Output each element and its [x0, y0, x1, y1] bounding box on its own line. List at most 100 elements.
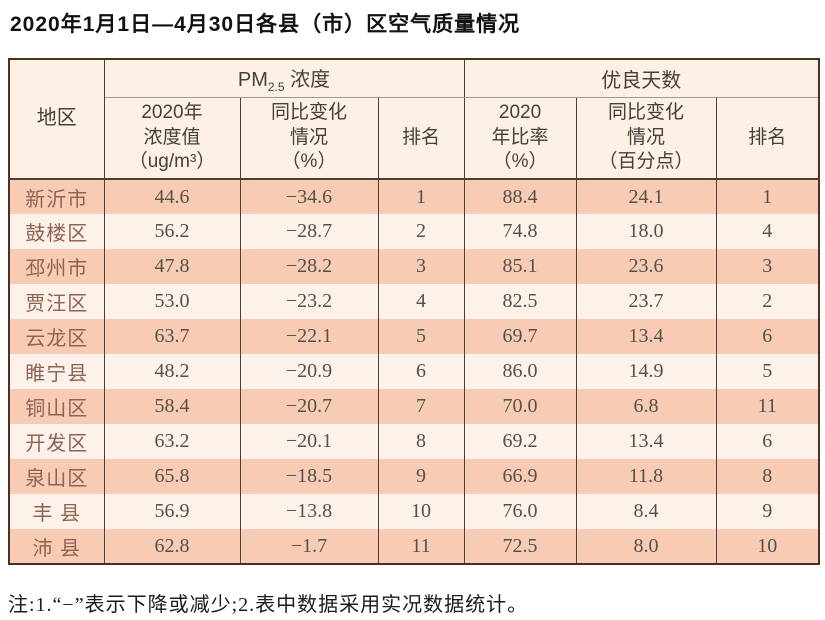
pm-change-cell: −1.7 [239, 529, 379, 564]
table-row: 丰 县 56.9 −13.8 10 76.0 8.4 9 [8, 494, 820, 529]
good-rank-cell: 4 [715, 214, 820, 249]
good-change-cell: 11.8 [575, 459, 717, 494]
region-cell: 云龙区 [8, 319, 105, 354]
header-pm-rank: 排名 [377, 97, 465, 180]
pm-value-cell: 63.7 [103, 319, 241, 354]
page-title: 2020年1月1日—4月30日各县（市）区空气质量情况 [10, 13, 521, 36]
region-cell: 泉山区 [8, 459, 105, 494]
pm-label-subscript: 2.5 [267, 79, 285, 94]
good-rate-cell: 70.0 [463, 389, 577, 424]
table-row: 开发区 63.2 −20.1 8 69.2 13.4 6 [8, 424, 820, 459]
table-row: 贾汪区 53.0 −23.2 4 82.5 23.7 2 [8, 284, 820, 319]
pm-rank-cell: 4 [377, 284, 465, 319]
good-rate-cell: 86.0 [463, 354, 577, 389]
good-change-cell: 8.4 [575, 494, 717, 529]
table-row: 沛 县 62.8 −1.7 11 72.5 8.0 10 [8, 529, 820, 564]
pm-rank-cell: 10 [377, 494, 465, 529]
table-row: 新沂市 44.6 −34.6 1 88.4 24.1 1 [8, 179, 820, 214]
good-change-cell: 23.7 [575, 284, 717, 319]
header-group-row: 地区 PM2.5 浓度 优良天数 [8, 59, 820, 180]
table-row: 铜山区 58.4 −20.7 7 70.0 6.8 11 [8, 389, 820, 424]
good-change-cell: 23.6 [575, 249, 717, 284]
good-rank-cell: 5 [715, 354, 820, 389]
good-rate-cell: 82.5 [463, 284, 577, 319]
header-good-rank: 排名 [715, 97, 820, 180]
header-sub-row: 2020年 浓度值 （ug/m³） 同比变化 情况 （%） 排名 2020 年比… [9, 97, 820, 180]
pm-value-cell: 58.4 [103, 389, 241, 424]
pm-rank-cell: 11 [377, 529, 465, 564]
pm-change-cell: −28.2 [239, 249, 379, 284]
good-change-cell: 13.4 [575, 319, 717, 354]
pm-value-cell: 53.0 [103, 284, 241, 319]
region-cell: 贾汪区 [8, 284, 105, 319]
header-pm-value: 2020年 浓度值 （ug/m³） [103, 97, 241, 180]
footnote: 注:1.“−”表示下降或减少;2.表中数据采用实况数据统计。 [8, 594, 529, 616]
good-rank-cell: 3 [715, 249, 820, 284]
pm-change-cell: −34.6 [239, 179, 379, 214]
table-row: 鼓楼区 56.2 −28.7 2 74.8 18.0 4 [8, 214, 820, 249]
table-row: 邳州市 47.8 −28.2 3 85.1 23.6 3 [8, 249, 820, 284]
good-rank-cell: 10 [715, 529, 820, 564]
pm-rank-cell: 9 [377, 459, 465, 494]
good-rate-cell: 66.9 [463, 459, 577, 494]
pm-value-cell: 63.2 [103, 424, 241, 459]
pm-value-cell: 44.6 [103, 179, 241, 214]
table-body: 新沂市 44.6 −34.6 1 88.4 24.1 1 鼓楼区 56.2 −2… [8, 179, 820, 564]
good-rate-cell: 69.7 [463, 319, 577, 354]
region-cell: 沛 县 [8, 529, 105, 564]
good-rate-cell: 69.2 [463, 424, 577, 459]
region-cell: 铜山区 [8, 389, 105, 424]
pm-change-cell: −18.5 [239, 459, 379, 494]
table-row: 云龙区 63.7 −22.1 5 69.7 13.4 6 [8, 319, 820, 354]
pm-rank-cell: 3 [377, 249, 465, 284]
pm-value-cell: 62.8 [103, 529, 241, 564]
pm-label-suffix: 浓度 [284, 68, 331, 91]
pm-rank-cell: 8 [377, 424, 465, 459]
header-pm-change: 同比变化 情况 （%） [239, 97, 379, 180]
pm-value-cell: 48.2 [103, 354, 241, 389]
region-cell: 新沂市 [8, 179, 105, 214]
table-row: 睢宁县 48.2 −20.9 6 86.0 14.9 5 [8, 354, 820, 389]
pm-rank-cell: 2 [377, 214, 465, 249]
good-change-cell: 24.1 [575, 179, 717, 214]
good-rank-cell: 1 [715, 179, 820, 214]
air-quality-table: 地区 PM2.5 浓度 优良天数 2020年 浓度值 （ug/m³） 同比变化 … [8, 58, 821, 565]
pm-change-cell: −20.7 [239, 389, 379, 424]
region-cell: 开发区 [8, 424, 105, 459]
table-header: 地区 PM2.5 浓度 优良天数 2020年 浓度值 （ug/m³） 同比变化 … [8, 59, 820, 180]
pm-change-cell: −28.7 [239, 214, 379, 249]
header-good-rate: 2020 年比率 （%） [463, 97, 577, 180]
good-change-cell: 13.4 [575, 424, 717, 459]
pm-rank-cell: 1 [377, 179, 465, 214]
region-cell: 鼓楼区 [8, 214, 105, 249]
pm-value-cell: 47.8 [103, 249, 241, 284]
pm-rank-cell: 6 [377, 354, 465, 389]
good-change-cell: 6.8 [575, 389, 717, 424]
good-rate-cell: 72.5 [463, 529, 577, 564]
good-rank-cell: 6 [715, 424, 820, 459]
pm-value-cell: 56.9 [103, 494, 241, 529]
good-rate-cell: 85.1 [463, 249, 577, 284]
region-cell: 丰 县 [8, 494, 105, 529]
pm-rank-cell: 7 [377, 389, 465, 424]
good-change-cell: 8.0 [575, 529, 717, 564]
pm-change-cell: −20.1 [239, 424, 379, 459]
pm-change-cell: −23.2 [239, 284, 379, 319]
pm-label-prefix: PM [237, 68, 268, 91]
header-group-pm25: PM2.5 浓度 [103, 59, 465, 98]
region-cell: 邳州市 [8, 249, 105, 284]
good-change-cell: 18.0 [575, 214, 717, 249]
pm-change-cell: −20.9 [239, 354, 379, 389]
region-cell: 睢宁县 [8, 354, 105, 389]
good-rate-cell: 76.0 [463, 494, 577, 529]
good-rank-cell: 11 [715, 389, 820, 424]
header-region: 地区 [8, 59, 105, 180]
header-group-good-days: 优良天数 [463, 59, 820, 98]
table-row: 泉山区 65.8 −18.5 9 66.9 11.8 8 [8, 459, 820, 494]
pm-value-cell: 65.8 [103, 459, 241, 494]
good-rank-cell: 8 [715, 459, 820, 494]
good-rank-cell: 6 [715, 319, 820, 354]
pm-rank-cell: 5 [377, 319, 465, 354]
good-change-cell: 14.9 [575, 354, 717, 389]
